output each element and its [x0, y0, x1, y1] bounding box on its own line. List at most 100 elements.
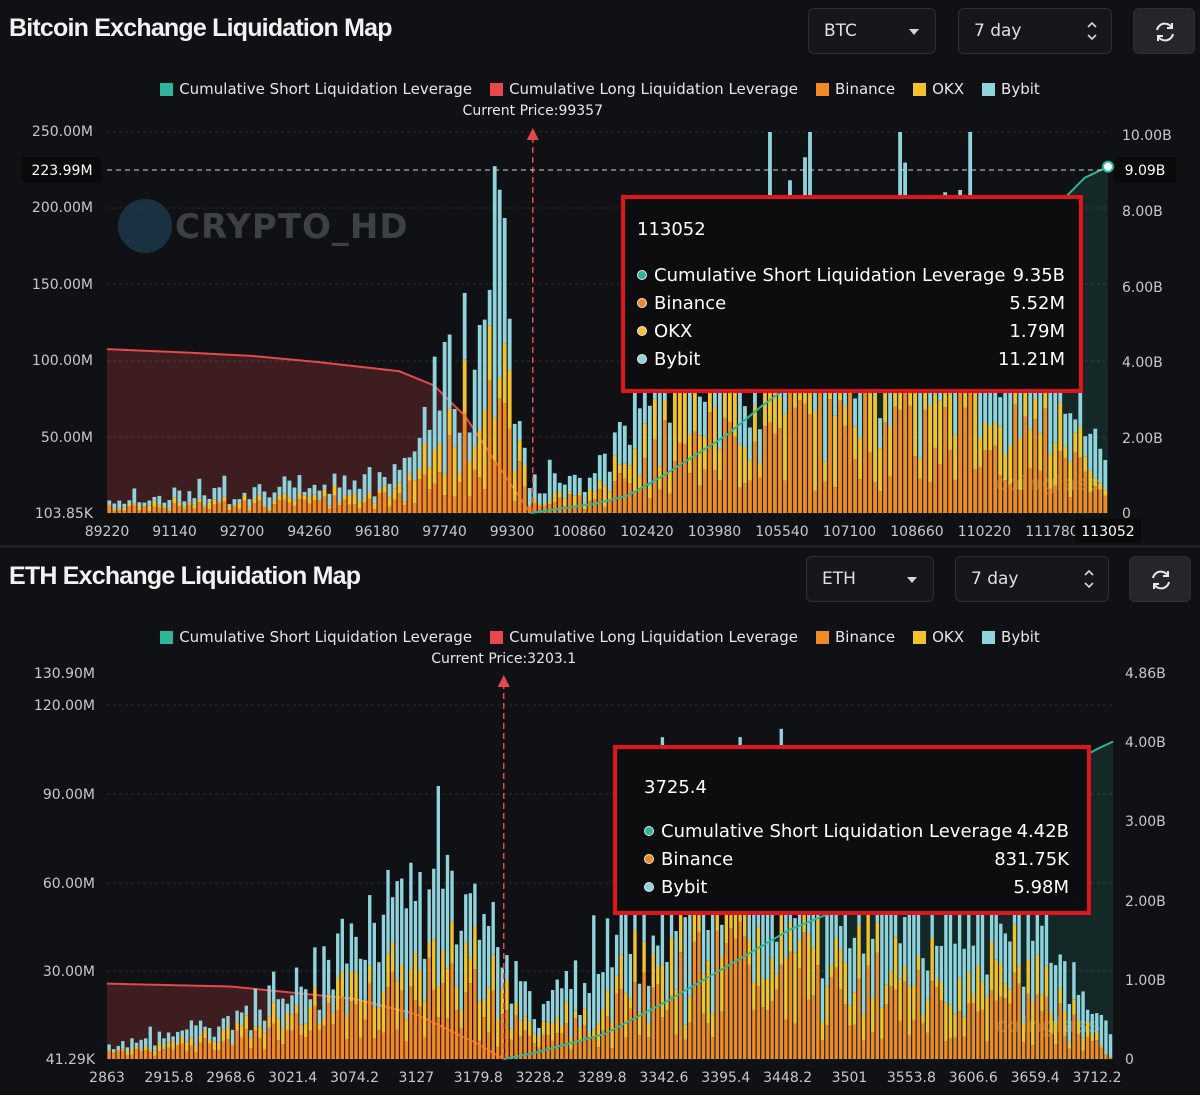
binance-bar [496, 1047, 500, 1059]
btc-chart-title: Bitcoin Exchange Liquidation Map [9, 14, 393, 42]
bybit-bar [1003, 933, 1008, 984]
bybit-bar [208, 1028, 212, 1040]
okx-bar [733, 353, 737, 437]
panel-divider [0, 545, 1200, 548]
bybit-bar [189, 1020, 194, 1038]
bybit-bar [667, 422, 672, 472]
binance-bar [928, 482, 933, 513]
binance-bar [427, 957, 431, 1059]
btc-liquidation-chart[interactable]: 250.00M 200.00M 150.00M 100.00M 50.00M 103.85… [0, 0, 1200, 545]
binance-bar [592, 1036, 596, 1059]
bybit-bar [848, 948, 852, 1006]
legend-okx[interactable]: OKX [913, 628, 964, 646]
binance-bar [203, 1038, 207, 1059]
okx-bar [157, 504, 162, 508]
legend-long[interactable]: Cumulative Long Liquidation Leverage [490, 80, 798, 98]
bybit-bar [765, 868, 770, 980]
eth-asset-select[interactable]: ETH [806, 556, 934, 602]
legend-bybit[interactable]: Bybit [982, 80, 1040, 98]
okx-bar [678, 902, 683, 953]
binance-bar [993, 445, 998, 513]
x-tick-label: 3021.4 [268, 1070, 317, 1086]
bybit-bar [382, 476, 387, 486]
legend-bybit[interactable]: Bybit [982, 628, 1040, 646]
btc-range-select[interactable]: 7 day [958, 8, 1112, 54]
binance-bar [502, 403, 507, 513]
bybit-bar [372, 922, 376, 1007]
okx-bar [354, 971, 358, 1005]
bybit-bar [326, 959, 331, 995]
binance-bar [537, 1047, 541, 1059]
bybit-bar [852, 937, 857, 993]
okx-bar [198, 1035, 203, 1043]
legend-okx[interactable]: OKX [913, 80, 964, 98]
okx-bar [262, 1032, 267, 1050]
binance-bar [125, 1054, 130, 1059]
binance-bar [507, 428, 512, 513]
tooltip-value: 9.35B [1012, 264, 1065, 286]
binance-bar [336, 1009, 340, 1059]
okx-bar [171, 1041, 175, 1050]
y-axis-label: 60.00M [43, 876, 95, 892]
binance-bar [307, 503, 312, 513]
okx-bar [756, 926, 761, 987]
okx-bar [340, 971, 344, 997]
binance-bar [646, 1037, 651, 1059]
bybit-bar [647, 405, 652, 486]
y-axis-label: 130.90M [34, 666, 95, 682]
legend-binance[interactable]: Binance [815, 628, 895, 646]
binance-bar [903, 981, 907, 1059]
binance-bar [1078, 457, 1083, 513]
legend-short[interactable]: Cumulative Short Liquidation Leverage [160, 628, 472, 646]
okx-bar [667, 471, 672, 494]
okx-bar [1003, 983, 1008, 999]
bybit-dot-icon [644, 882, 654, 892]
binance-bar [1040, 1011, 1044, 1059]
bybit-bar [137, 502, 142, 507]
okx-bar [452, 446, 457, 497]
tooltip-row: Cumulative Short Liquidation Leverage 9.3… [637, 263, 1065, 287]
bybit-bar [1104, 1020, 1108, 1055]
okx-bar [404, 1019, 408, 1042]
bybit-bar [921, 958, 925, 1016]
binance-bar [147, 511, 152, 513]
eth-refresh-button[interactable] [1129, 556, 1191, 602]
okx-bar [985, 996, 989, 1042]
binance-bar [130, 1054, 134, 1059]
bybit-bar [340, 918, 344, 972]
legend-long[interactable]: Cumulative Long Liquidation Leverage [490, 628, 798, 646]
btc-asset-select[interactable]: BTC [808, 8, 936, 54]
okx-bar [610, 1021, 614, 1049]
binance-bar [994, 1000, 998, 1059]
binance-bar [337, 505, 342, 513]
bybit-bar [562, 484, 567, 499]
bybit-bar [541, 1004, 546, 1022]
tooltip-row: Binance 5.52M [637, 291, 1065, 315]
bybit-bar [267, 497, 272, 509]
btc-refresh-button[interactable] [1133, 8, 1195, 54]
bybit-bar [147, 500, 152, 506]
okx-bar [386, 953, 390, 988]
binance-bar [875, 952, 879, 1059]
bybit-bar [953, 943, 957, 1014]
bybit-bar [342, 475, 347, 496]
tooltip-value: 5.98M [1013, 876, 1069, 898]
bybit-bar [1076, 994, 1081, 1021]
okx-bar [116, 1050, 120, 1052]
bybit-bar [502, 218, 507, 344]
okx-bar [368, 965, 372, 984]
okx-bar [486, 987, 491, 1033]
okx-bar [713, 407, 717, 471]
crosshair-point [1102, 160, 1114, 173]
y2-axis-label: 4.00B [1125, 735, 1166, 751]
okx-bar [447, 408, 452, 436]
okx-bar [137, 506, 142, 511]
legend-binance[interactable]: Binance [815, 80, 895, 98]
binance-bar [326, 1003, 331, 1059]
legend-short[interactable]: Cumulative Short Liquidation Leverage [160, 80, 472, 98]
okx-bar [983, 422, 988, 451]
eth-range-select[interactable]: 7 day [955, 556, 1109, 602]
bybit-bar [226, 1015, 230, 1028]
okx-bar [763, 389, 767, 427]
okx-bar [898, 978, 902, 1021]
